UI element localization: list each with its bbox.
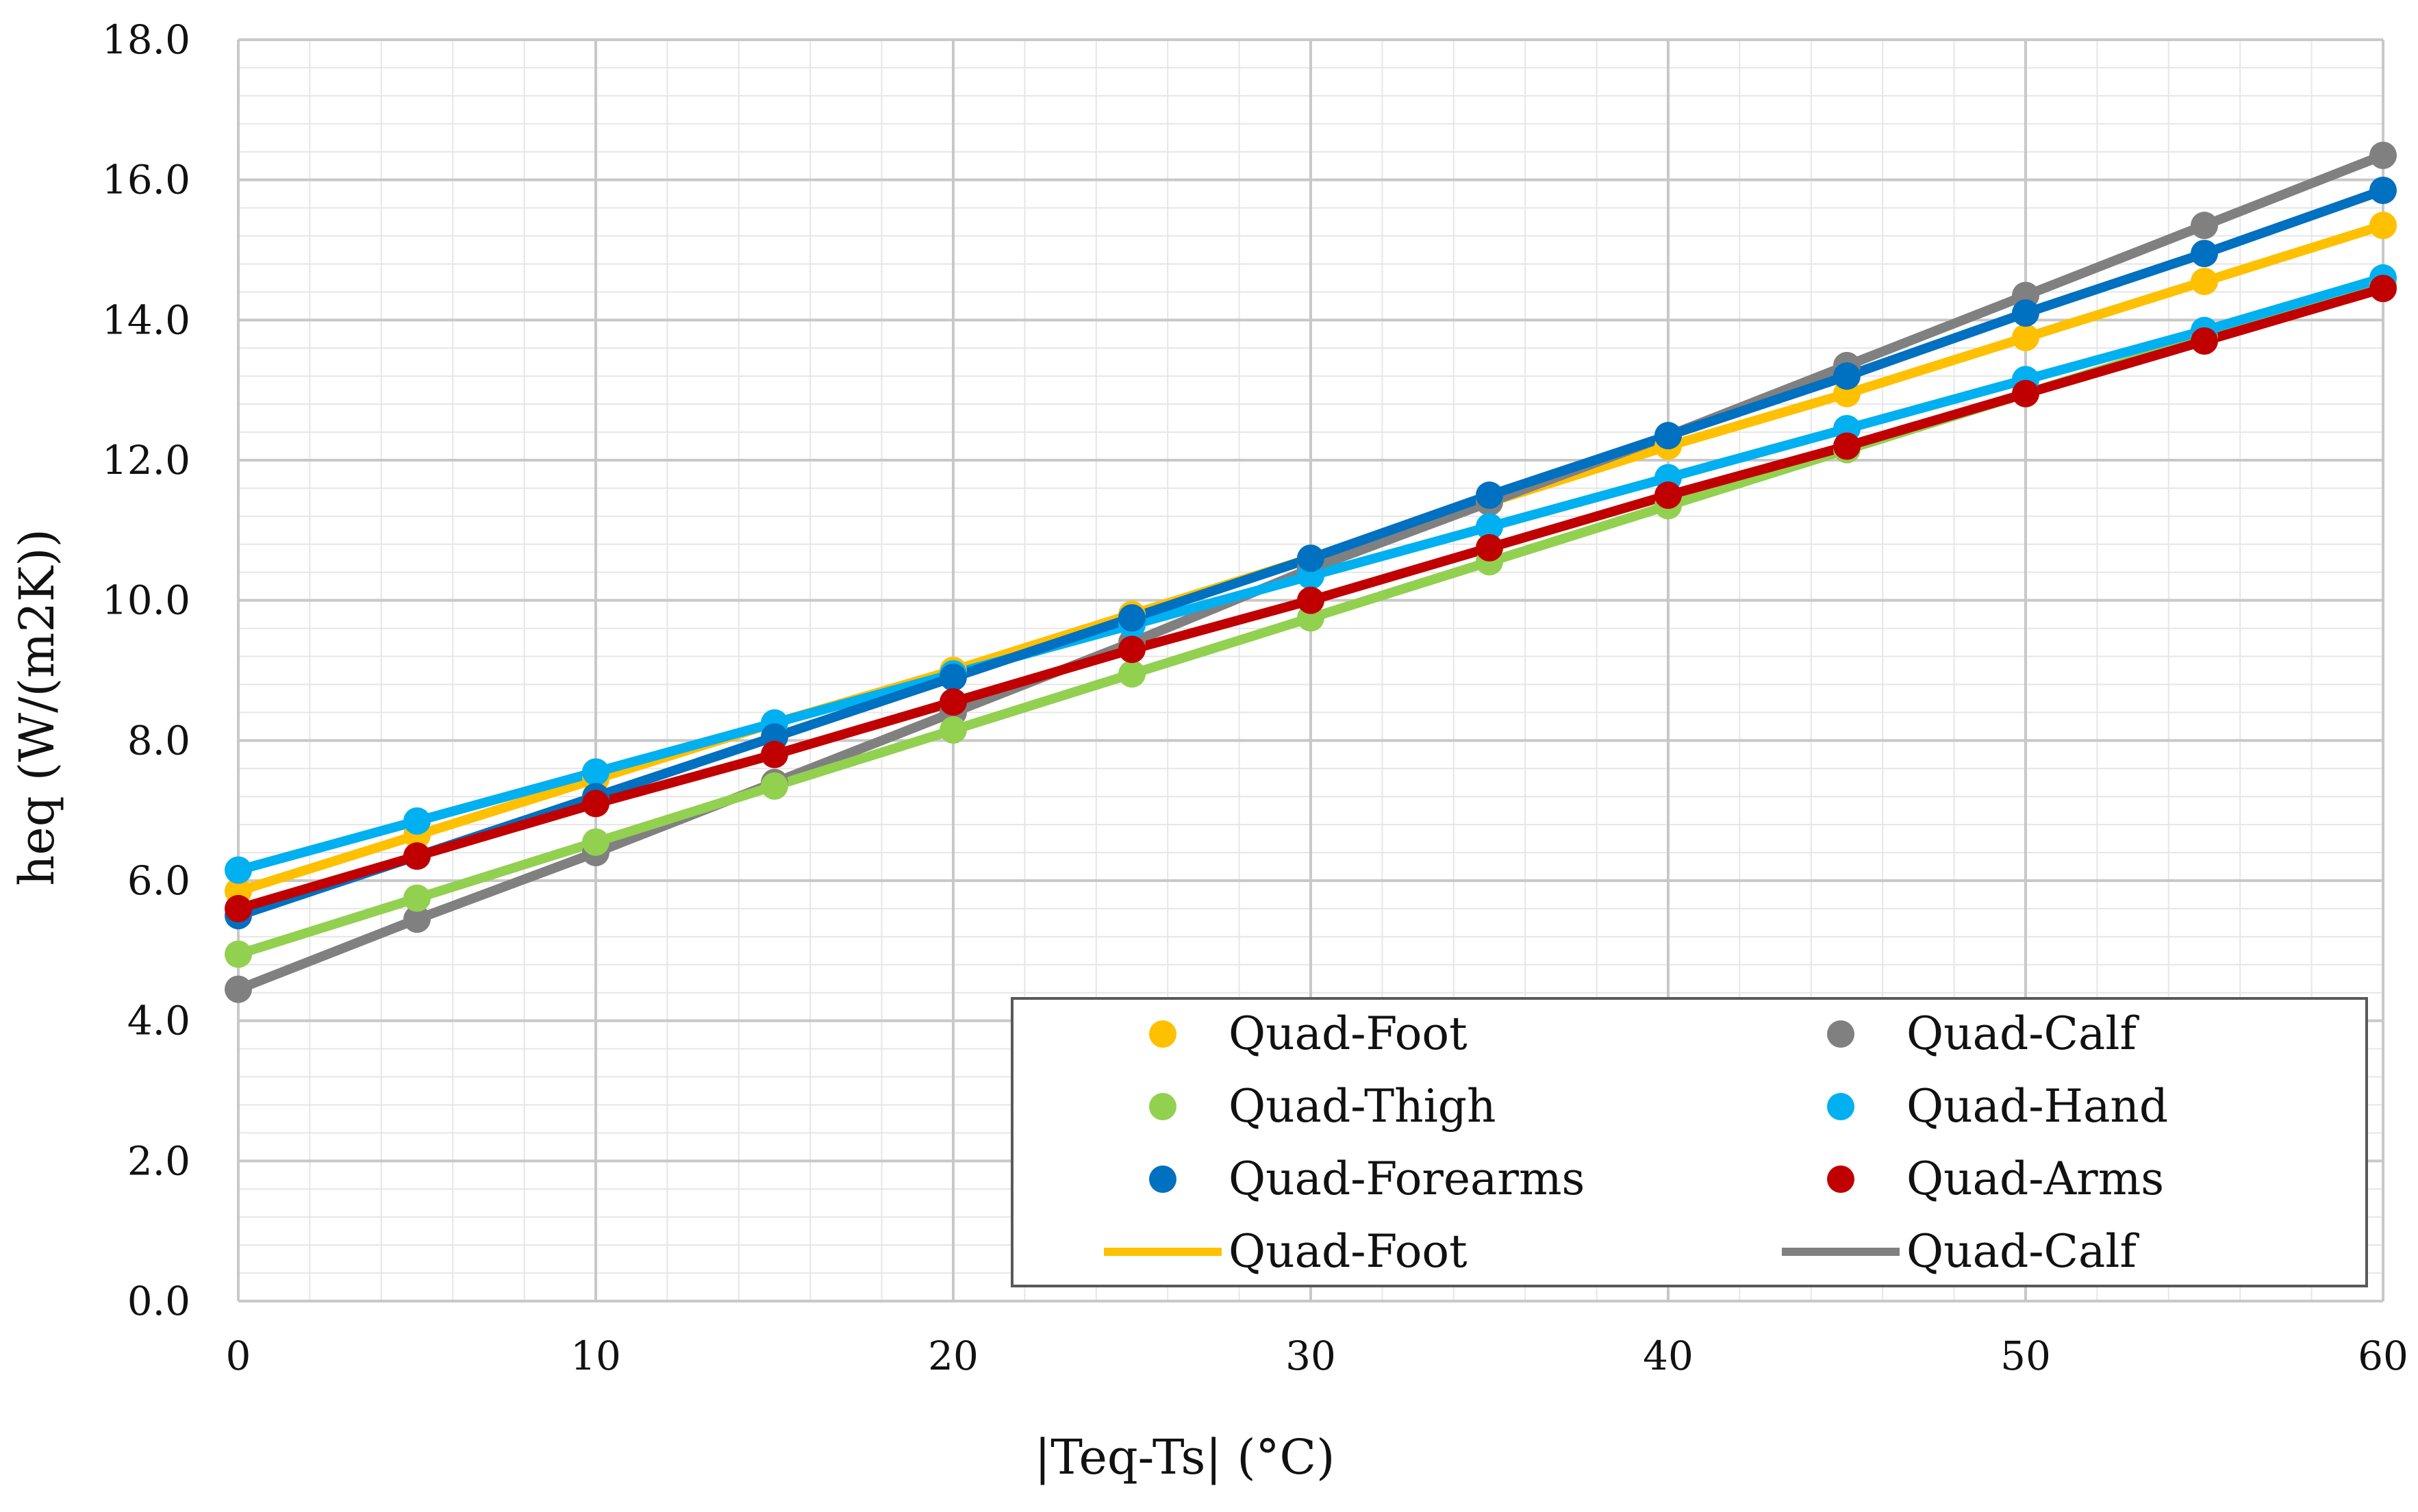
y-tick-label: 12.0 [102,437,190,483]
data-point-quad-arms [940,688,967,716]
data-point-quad-arms [1833,432,1861,460]
x-tick-label: 40 [1643,1333,1693,1379]
legend-marker-quad-thigh [1149,1093,1176,1120]
data-point-quad-foot [2191,268,2218,296]
y-axis-tick-labels: 0.0 2.0 4.0 6.0 8.0 10.0 12.0 14.0 16.0 18.0 [102,16,190,1324]
x-tick-label: 30 [1285,1333,1336,1379]
y-tick-label: 10.0 [102,577,190,624]
legend-label-quad-foot: Quad-Foot [1229,1007,1468,1060]
x-tick-label: 10 [570,1333,621,1379]
data-point-quad-foot [2012,323,2039,351]
y-tick-label: 2.0 [127,1137,190,1184]
series-points [225,141,2397,1003]
data-point-quad-arms [2369,275,2397,303]
data-point-quad-arms [1654,481,1682,509]
data-point-quad-forearms [1297,544,1324,572]
x-axis-tick-labels: 0 10 20 30 40 50 60 [226,1333,2408,1379]
legend: Quad-Foot Quad-Calf Quad-Thigh Quad-Hand Qua… [1011,997,2368,1287]
data-point-quad-forearms [940,664,967,692]
x-tick-label: 20 [928,1333,979,1379]
data-point-quad-thigh [940,716,967,744]
legend-marker-quad-hand [1827,1093,1854,1120]
data-point-quad-foot [2369,212,2397,240]
legend-marker-quad-foot [1149,1020,1176,1048]
data-point-quad-calf [403,905,431,933]
legend-label-quad-calf: Quad-Calf [1906,1007,2139,1060]
legend-label-quad-hand: Quad-Hand [1906,1080,2168,1133]
data-point-quad-thigh [225,940,252,968]
y-tick-label: 14.0 [102,297,190,343]
data-point-quad-hand [225,856,252,884]
data-point-quad-calf [2369,141,2397,169]
y-axis-title: heq (W/(m2K)) [9,529,65,886]
legend-entries: Quad-Foot Quad-Calf Quad-Thigh Quad-Hand Qua… [1104,1007,2168,1278]
data-point-quad-arms [1297,586,1324,614]
data-point-quad-hand [403,807,431,835]
data-point-quad-arms [2012,379,2039,407]
data-point-quad-forearms [1833,362,1861,390]
legend-label-quad-arms: Quad-Arms [1906,1152,2164,1205]
x-axis-title: |Teq-Ts| (°C) [1035,1429,1335,1485]
x-tick-label: 50 [2000,1333,2051,1379]
data-point-quad-forearms [1476,481,1503,509]
data-point-quad-arms [403,842,431,870]
data-point-quad-thigh [761,772,788,800]
legend-marker-quad-arms [1827,1166,1854,1193]
data-point-quad-calf [225,975,252,1003]
legend-box [1011,997,2368,1287]
legend-marker-quad-calf [1827,1020,1854,1048]
data-point-quad-thigh [582,828,609,856]
y-tick-label: 8.0 [127,717,190,764]
legend-label-quad-thigh: Quad-Thigh [1229,1080,1496,1133]
y-tick-label: 0.0 [127,1278,190,1324]
data-point-quad-arms [582,790,609,818]
data-point-quad-arms [1476,533,1503,562]
data-point-quad-arms [225,894,252,922]
data-point-quad-forearms [2191,240,2218,268]
y-tick-label: 6.0 [127,857,190,904]
y-tick-label: 18.0 [102,16,190,63]
data-point-quad-forearms [2369,177,2397,205]
data-point-quad-calf [2191,212,2218,240]
data-point-quad-arms [761,740,788,768]
x-tick-label: 60 [2358,1333,2408,1379]
data-point-quad-hand [1476,513,1503,541]
data-point-quad-thigh [403,884,431,912]
legend-label-quad-calf: Quad-Calf [1906,1225,2139,1278]
data-point-quad-hand [582,758,609,786]
x-tick-label: 0 [226,1333,251,1379]
legend-label-quad-foot: Quad-Foot [1229,1225,1468,1278]
data-point-quad-forearms [1118,604,1146,632]
legend-marker-quad-forearms [1149,1166,1176,1193]
data-point-quad-thigh [1118,660,1146,688]
y-tick-label: 16.0 [102,157,190,203]
data-point-quad-forearms [1654,422,1682,450]
data-point-quad-forearms [2012,299,2039,327]
y-tick-label: 4.0 [127,998,190,1044]
data-point-quad-arms [1118,635,1146,664]
data-point-quad-arms [2191,327,2218,355]
legend-label-quad-forearms: Quad-Forearms [1229,1152,1585,1205]
